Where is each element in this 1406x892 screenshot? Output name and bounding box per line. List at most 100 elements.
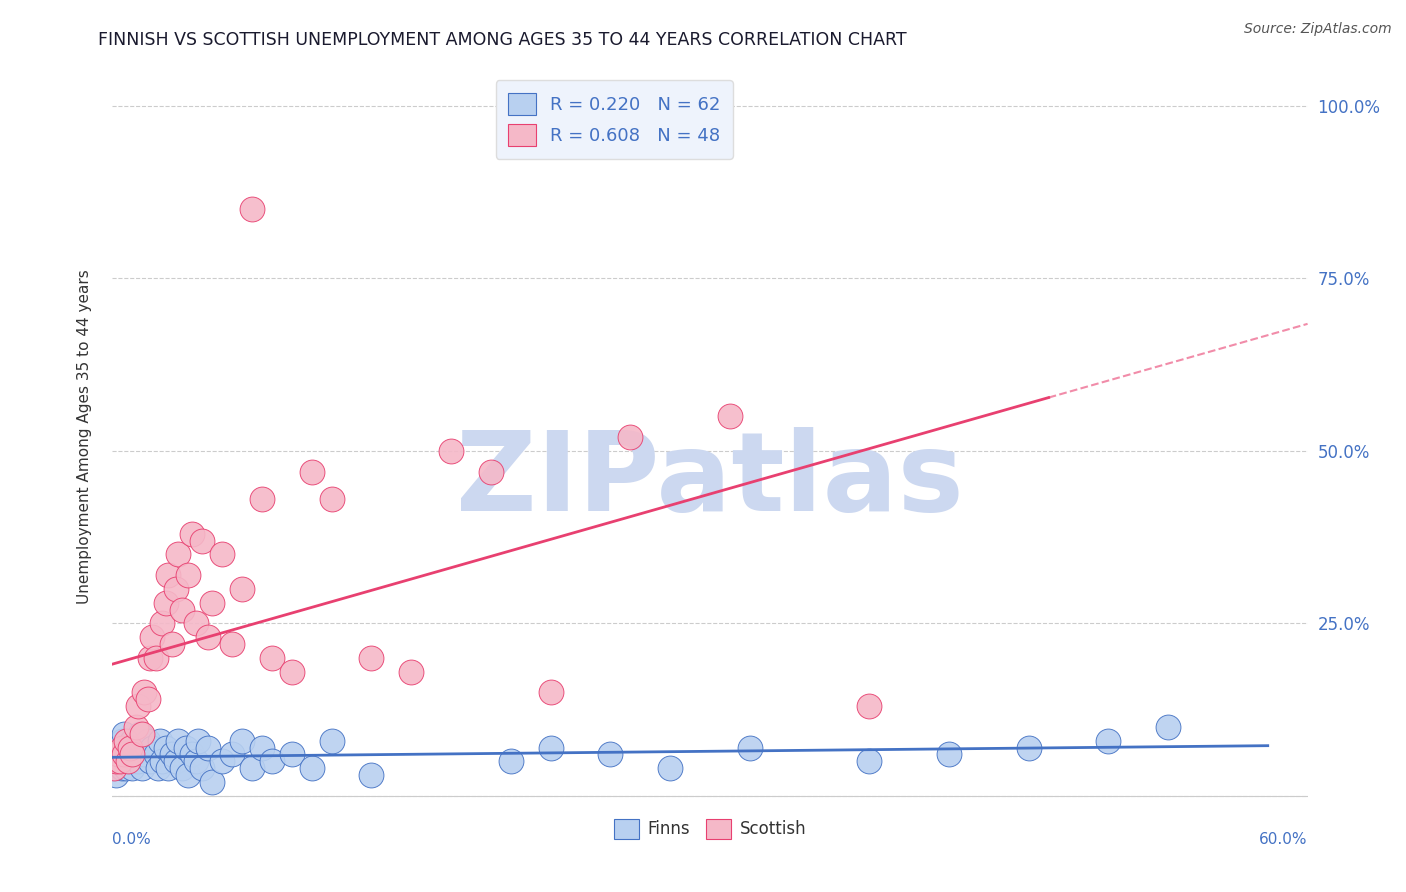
Point — [131, 727, 153, 741]
Point — [1097, 733, 1119, 747]
Point — [240, 202, 263, 217]
Point — [125, 740, 148, 755]
Point — [167, 733, 190, 747]
Point — [165, 755, 187, 769]
Point — [211, 755, 233, 769]
Point — [240, 761, 263, 775]
Point — [165, 582, 187, 596]
Point — [197, 740, 219, 755]
Point — [718, 409, 741, 424]
Point — [157, 761, 180, 775]
Point — [129, 727, 152, 741]
Text: 60.0%: 60.0% — [1260, 832, 1308, 847]
Point — [114, 755, 135, 769]
Point — [162, 747, 183, 762]
Point — [121, 761, 143, 775]
Point — [150, 616, 173, 631]
Point — [111, 761, 134, 775]
Point — [360, 651, 382, 665]
Text: Source: ZipAtlas.com: Source: ZipAtlas.com — [1244, 22, 1392, 37]
Point — [114, 727, 135, 741]
Point — [599, 747, 621, 762]
Point — [141, 630, 163, 644]
Point — [938, 747, 960, 762]
Point — [191, 533, 214, 548]
Point — [1018, 740, 1040, 755]
Point — [148, 761, 170, 775]
Point — [281, 665, 304, 679]
Point — [138, 733, 160, 747]
Text: FINNISH VS SCOTTISH UNEMPLOYMENT AMONG AGES 35 TO 44 YEARS CORRELATION CHART: FINNISH VS SCOTTISH UNEMPLOYMENT AMONG A… — [98, 31, 907, 49]
Point — [172, 761, 194, 775]
Point — [1157, 720, 1180, 734]
Point — [115, 761, 138, 775]
Point — [186, 616, 208, 631]
Y-axis label: Unemployment Among Ages 35 to 44 years: Unemployment Among Ages 35 to 44 years — [77, 269, 91, 605]
Point — [162, 637, 183, 651]
Point — [177, 768, 200, 782]
Point — [221, 637, 243, 651]
Point — [659, 761, 682, 775]
Point — [187, 733, 209, 747]
Point — [110, 747, 132, 762]
Point — [167, 548, 190, 562]
Point — [174, 740, 197, 755]
Point — [145, 747, 167, 762]
Point — [111, 733, 134, 747]
Point — [120, 740, 142, 755]
Point — [105, 755, 128, 769]
Point — [360, 768, 382, 782]
Point — [107, 740, 129, 755]
Point — [107, 747, 129, 762]
Legend: Finns, Scottish: Finns, Scottish — [607, 812, 813, 846]
Point — [201, 596, 224, 610]
Point — [155, 740, 177, 755]
Point — [155, 596, 177, 610]
Point — [124, 747, 146, 762]
Point — [150, 755, 173, 769]
Point — [186, 755, 208, 769]
Point — [134, 685, 156, 699]
Point — [221, 747, 243, 762]
Point — [301, 761, 323, 775]
Point — [321, 492, 343, 507]
Point — [103, 761, 125, 775]
Point — [139, 651, 162, 665]
Point — [120, 755, 142, 769]
Point — [111, 740, 134, 755]
Point — [858, 699, 880, 714]
Point — [103, 761, 125, 775]
Point — [250, 740, 273, 755]
Point — [499, 755, 522, 769]
Text: 0.0%: 0.0% — [112, 832, 152, 847]
Point — [110, 755, 132, 769]
Point — [149, 733, 172, 747]
Point — [231, 733, 253, 747]
Point — [134, 747, 156, 762]
Point — [181, 747, 204, 762]
Point — [540, 740, 562, 755]
Point — [260, 651, 283, 665]
Point — [131, 761, 153, 775]
Point — [201, 775, 224, 789]
Point — [141, 740, 163, 755]
Point — [211, 548, 233, 562]
Point — [321, 733, 343, 747]
Point — [138, 692, 160, 706]
Point — [145, 651, 167, 665]
Point — [479, 465, 502, 479]
Point — [401, 665, 423, 679]
Point — [117, 747, 139, 762]
Point — [181, 526, 204, 541]
Point — [540, 685, 562, 699]
Point — [115, 733, 138, 747]
Point — [127, 699, 149, 714]
Point — [858, 755, 880, 769]
Point — [197, 630, 219, 644]
Point — [738, 740, 761, 755]
Point — [177, 568, 200, 582]
Point — [157, 568, 180, 582]
Point — [231, 582, 253, 596]
Point — [260, 755, 283, 769]
Point — [191, 761, 214, 775]
